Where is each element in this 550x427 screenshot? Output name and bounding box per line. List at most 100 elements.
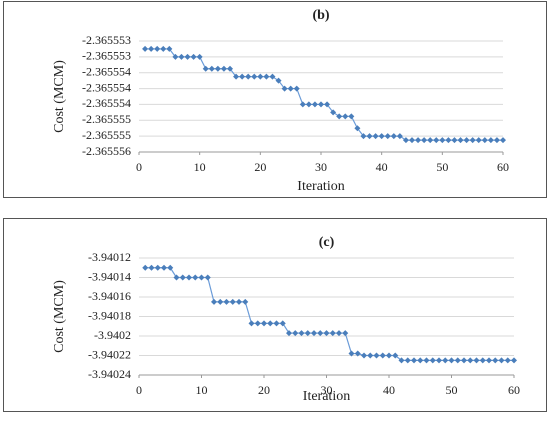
point-marker	[486, 357, 492, 364]
point-marker	[311, 101, 318, 108]
x-tick-label: 10	[196, 383, 208, 397]
point-marker	[154, 45, 161, 52]
point-marker	[172, 53, 179, 60]
point-marker	[436, 357, 442, 364]
y-tick-label: -2.365553	[82, 33, 131, 47]
point-marker	[493, 137, 500, 144]
point-marker	[348, 350, 355, 357]
point-marker	[409, 137, 415, 144]
point-marker	[481, 137, 488, 144]
point-marker	[342, 113, 349, 120]
point-marker	[386, 352, 392, 359]
point-marker	[439, 137, 446, 144]
point-marker	[402, 137, 409, 144]
point-marker	[469, 137, 476, 144]
point-marker	[160, 45, 167, 52]
point-marker	[392, 352, 399, 359]
x-tick-label: 0	[136, 383, 142, 397]
point-marker	[415, 137, 422, 144]
point-marker	[454, 357, 461, 364]
point-marker	[299, 101, 306, 108]
point-marker	[429, 357, 436, 364]
point-marker	[404, 357, 411, 364]
point-marker	[214, 65, 221, 72]
y-tick-label: -2.365554	[82, 80, 131, 94]
point-marker	[442, 357, 449, 364]
point-marker	[148, 264, 155, 271]
x-tick-label: 40	[383, 383, 395, 397]
point-marker	[261, 320, 267, 327]
point-marker	[342, 330, 349, 337]
point-marker	[227, 65, 233, 72]
point-marker	[202, 65, 209, 72]
point-marker	[433, 137, 440, 144]
x-tick-label: 50	[436, 160, 448, 174]
point-marker	[421, 137, 428, 144]
point-marker	[427, 137, 434, 144]
point-marker	[254, 320, 261, 327]
point-marker	[292, 330, 299, 337]
point-marker	[251, 73, 258, 80]
point-marker	[487, 137, 494, 144]
point-marker	[173, 274, 180, 281]
point-marker	[451, 137, 458, 144]
point-marker	[323, 330, 330, 337]
point-marker	[372, 133, 379, 140]
point-marker	[411, 357, 417, 364]
point-marker	[281, 85, 288, 92]
point-marker	[273, 320, 280, 327]
point-marker	[329, 330, 336, 337]
point-marker	[398, 357, 405, 364]
y-axis-label: Cost (MCM)	[52, 60, 67, 133]
point-marker	[298, 330, 305, 337]
point-marker	[318, 101, 324, 108]
point-marker	[384, 133, 391, 140]
point-marker	[504, 357, 511, 364]
point-marker	[220, 65, 227, 72]
point-marker	[457, 137, 464, 144]
point-marker	[192, 274, 199, 281]
point-marker	[161, 264, 167, 271]
point-marker	[304, 330, 311, 337]
point-marker	[236, 298, 242, 305]
y-tick-label: -2.365554	[82, 96, 131, 110]
point-marker	[473, 357, 480, 364]
point-marker	[500, 137, 506, 144]
point-marker	[204, 274, 211, 281]
point-marker	[373, 352, 380, 359]
point-marker	[184, 53, 191, 60]
x-axis-label: Iteration	[297, 179, 344, 194]
point-marker	[148, 45, 155, 52]
point-marker	[479, 357, 486, 364]
point-marker	[448, 357, 455, 364]
point-marker	[167, 264, 174, 271]
point-marker	[379, 352, 386, 359]
point-marker	[367, 352, 374, 359]
point-marker	[390, 133, 397, 140]
y-tick-label: -3.94016	[88, 289, 131, 303]
y-tick-label: -3.94024	[88, 367, 131, 381]
panel-frame	[3, 218, 547, 412]
point-marker	[354, 350, 361, 357]
y-tick-label: -2.365555	[82, 112, 131, 126]
x-tick-label: 0	[136, 160, 142, 174]
point-marker	[498, 357, 505, 364]
point-marker	[317, 330, 324, 337]
point-marker	[287, 85, 294, 92]
y-axis-label: Cost (MCM)	[52, 280, 67, 353]
x-tick-label: 20	[254, 160, 266, 174]
point-marker	[267, 320, 274, 327]
point-marker	[305, 101, 312, 108]
point-marker	[423, 357, 430, 364]
y-tick-label: -2.365555	[82, 128, 131, 142]
point-marker	[242, 298, 249, 305]
point-marker	[330, 109, 337, 116]
point-marker	[348, 113, 355, 120]
point-marker	[239, 73, 246, 80]
point-marker	[336, 113, 343, 120]
point-marker	[245, 73, 252, 80]
point-marker	[275, 77, 282, 84]
point-marker	[248, 320, 255, 327]
point-marker	[417, 357, 424, 364]
